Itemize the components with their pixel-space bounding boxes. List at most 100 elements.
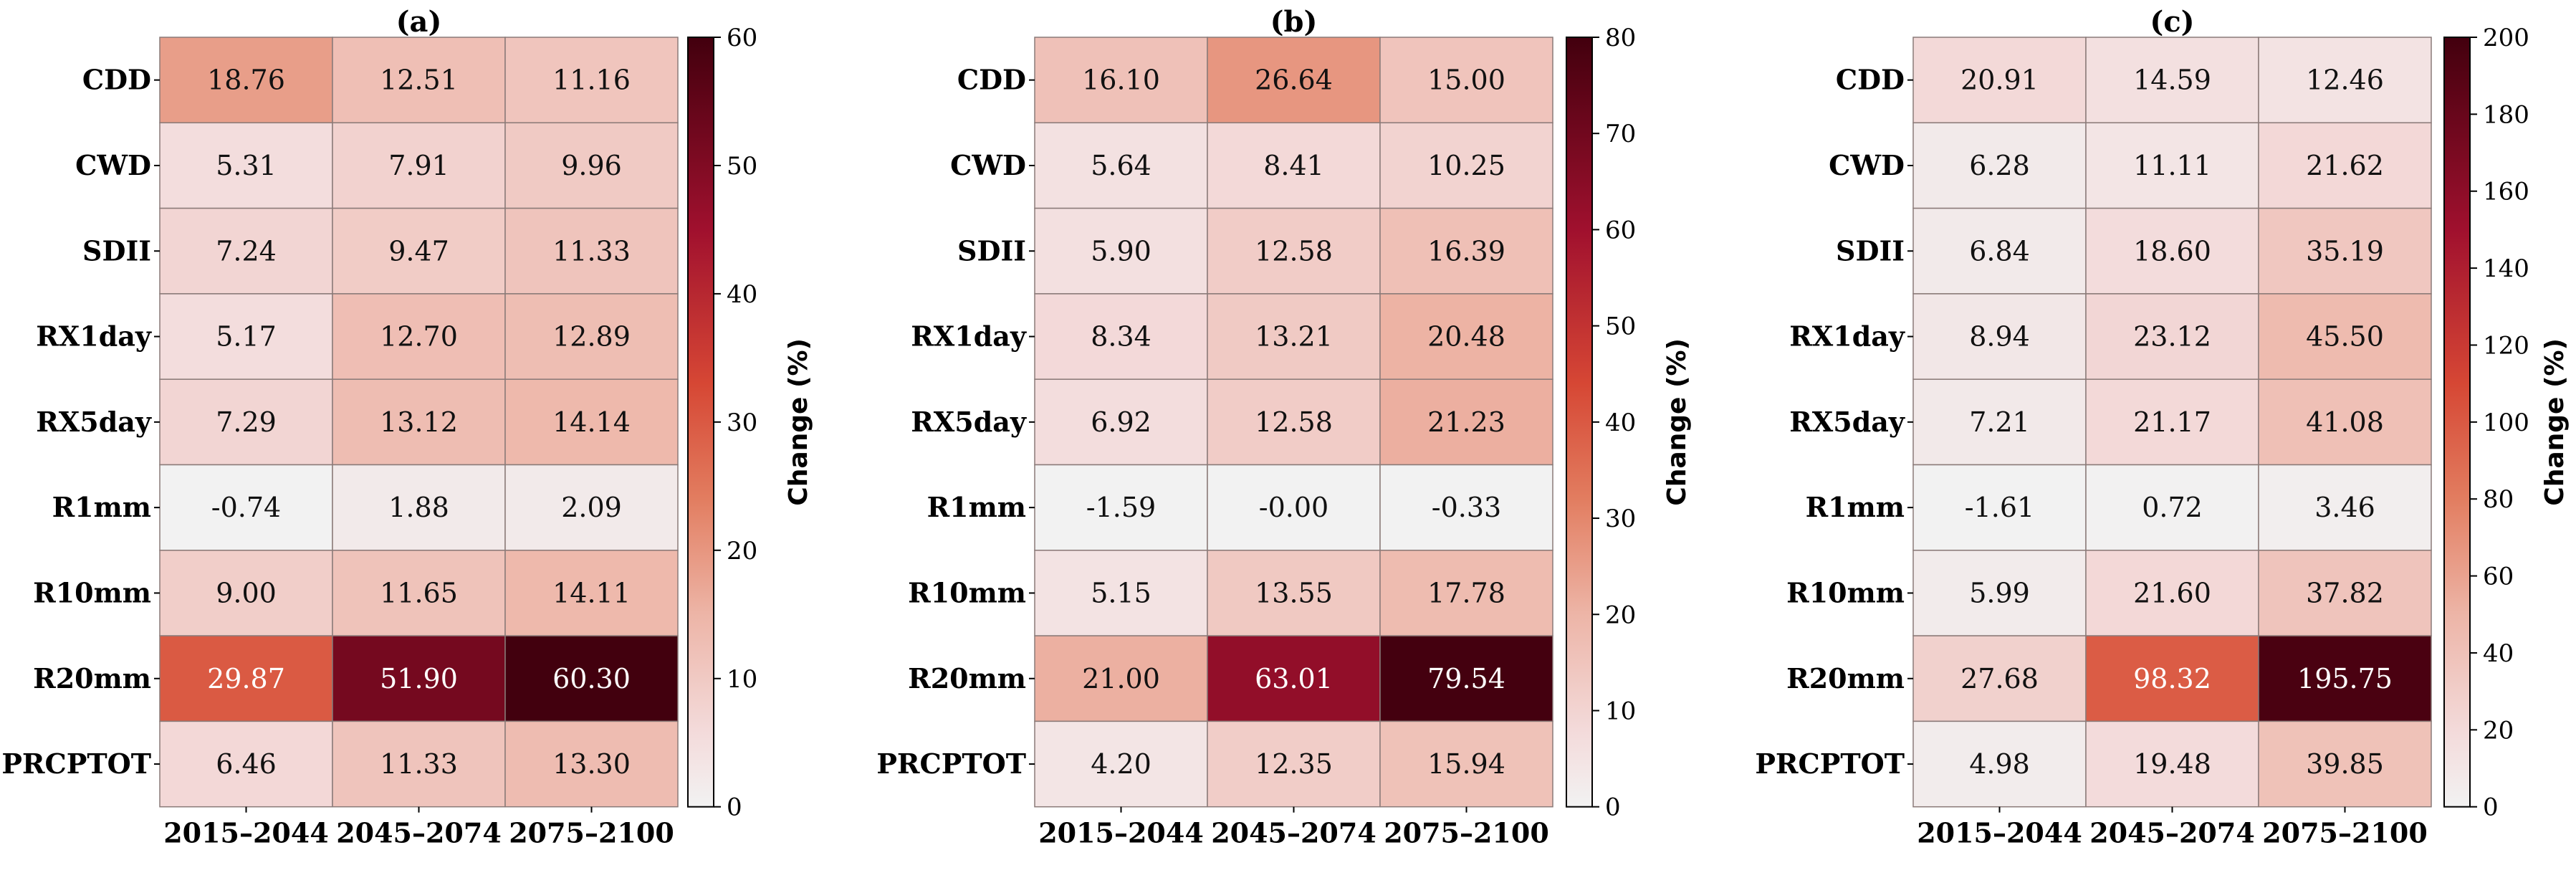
panel-title: (b)	[1270, 5, 1318, 39]
row-label: R20mm	[1786, 662, 1905, 694]
cell-value: 5.31	[216, 150, 277, 181]
cell-value: 1.88	[388, 492, 449, 523]
cell-value: 39.85	[2306, 748, 2384, 780]
row-label: CWD	[75, 149, 151, 181]
row-label: RX5day	[36, 406, 152, 438]
cell-value: 2.09	[561, 492, 622, 523]
cell-value: 3.46	[2314, 492, 2375, 523]
cell-value: 12.70	[380, 321, 458, 353]
heatmap-cell	[504, 207, 679, 295]
cell-value: 6.92	[1091, 406, 1151, 438]
colorbar-tick-label: 10	[727, 665, 757, 694]
cell-value: 23.12	[2133, 321, 2211, 353]
row-label: SDII	[957, 234, 1026, 267]
cell-value: 29.87	[207, 663, 285, 694]
cell-value: 12.51	[380, 65, 458, 96]
row-label: SDII	[82, 234, 151, 267]
colorbar-tick-label: 120	[2483, 331, 2529, 360]
heatmap-cell	[1379, 207, 1553, 295]
cell-value: 19.48	[2133, 748, 2211, 780]
colorbar-tick-label: 0	[2483, 793, 2499, 822]
row-label: CDD	[82, 64, 151, 96]
row-label: R20mm	[33, 662, 151, 694]
row-label: RX1day	[1789, 320, 1905, 353]
cell-value: 12.46	[2306, 65, 2384, 96]
colorbar-tick-label: 30	[727, 409, 757, 437]
cell-value: 10.25	[1427, 150, 1505, 181]
heatmap-cell	[1207, 378, 1381, 466]
cell-value: 5.15	[1091, 577, 1151, 608]
cell-value: 13.30	[552, 748, 631, 780]
heatmap-cell	[2258, 293, 2432, 380]
colorbar-tick-label: 140	[2483, 254, 2529, 283]
cell-value: 51.90	[380, 663, 458, 694]
row-label: PRCPTOT	[1, 748, 151, 780]
cell-value: 21.62	[2306, 150, 2384, 181]
cell-value: 18.60	[2133, 235, 2211, 267]
heatmap-cell	[159, 207, 333, 295]
panel-title: (a)	[396, 5, 442, 39]
cell-value: 16.39	[1427, 235, 1505, 267]
column-label: 2075–2100	[509, 817, 674, 849]
heatmap-cell	[1207, 635, 1381, 722]
cell-value: 7.21	[1969, 406, 2030, 438]
cell-value: 9.47	[388, 235, 449, 267]
row-label: RX5day	[911, 406, 1027, 438]
heatmap-cell	[332, 720, 506, 808]
colorbar-label: Change (%)	[784, 338, 813, 506]
cell-value: 11.16	[552, 65, 631, 96]
column-label: 2045–2074	[336, 817, 502, 849]
colorbar	[1566, 37, 1593, 808]
cell-value: -0.00	[1259, 492, 1328, 523]
heatmap-cell	[332, 550, 506, 636]
cell-value: 11.33	[380, 748, 458, 780]
heatmap-cell	[1034, 635, 1208, 722]
row-label: R1mm	[52, 491, 151, 523]
colorbar-tick-label: 40	[727, 280, 757, 309]
cell-value: 5.64	[1091, 150, 1151, 181]
heatmap-cell	[1379, 550, 1553, 636]
cell-value: 26.64	[1255, 65, 1333, 96]
column-label: 2015–2044	[163, 817, 329, 849]
row-label: CWD	[1829, 149, 1905, 181]
heatmap-cell	[332, 464, 506, 551]
row-label: CDD	[1836, 64, 1905, 96]
cell-value: 27.68	[1960, 663, 2039, 694]
heatmap-cell	[2085, 720, 2259, 808]
heatmap-panel-2: (c) 20.91 14.59 12.46 CDD 6.28 11.11 21.62 CWD 6.…	[1755, 5, 2570, 849]
heatmap-cell	[1207, 464, 1381, 551]
heatmap-cell	[2258, 550, 2432, 636]
heatmap-cell	[1379, 122, 1553, 209]
heatmap-cell	[2085, 293, 2259, 380]
heatmap-cell	[504, 635, 679, 722]
heatmap-cell	[2085, 635, 2259, 722]
cell-value: 21.17	[2133, 406, 2211, 438]
column-label: 2015–2044	[1038, 817, 1204, 849]
cell-value: -1.59	[1086, 492, 1156, 523]
cell-value: 11.33	[552, 235, 631, 267]
heatmap-cell	[2258, 37, 2432, 124]
heatmap-cell	[1034, 464, 1208, 551]
cell-value: 14.59	[2133, 65, 2211, 96]
heatmap-cell	[504, 293, 679, 380]
heatmap-cell	[332, 378, 506, 466]
cell-value: 4.98	[1969, 748, 2030, 780]
row-label: R20mm	[908, 662, 1026, 694]
heatmap-cell	[159, 37, 333, 124]
row-label: RX1day	[911, 320, 1027, 353]
colorbar-tick-label: 60	[727, 24, 757, 52]
heatmap-cell	[1207, 720, 1381, 808]
colorbar-tick-label: 50	[727, 152, 757, 181]
heatmap-cell	[1207, 207, 1381, 295]
colorbar-tick-label: 60	[2483, 563, 2514, 591]
heatmap-cell	[2258, 635, 2432, 722]
row-label: CDD	[957, 64, 1026, 96]
cell-value: 7.91	[388, 150, 449, 181]
colorbar-tick-label: 0	[727, 793, 742, 822]
cell-value: 79.54	[1427, 663, 1505, 694]
column-label: 2075–2100	[2262, 817, 2428, 849]
cell-value: 20.91	[1960, 65, 2039, 96]
cell-value: -1.61	[1965, 492, 2034, 523]
heatmap-cell	[1379, 293, 1553, 380]
